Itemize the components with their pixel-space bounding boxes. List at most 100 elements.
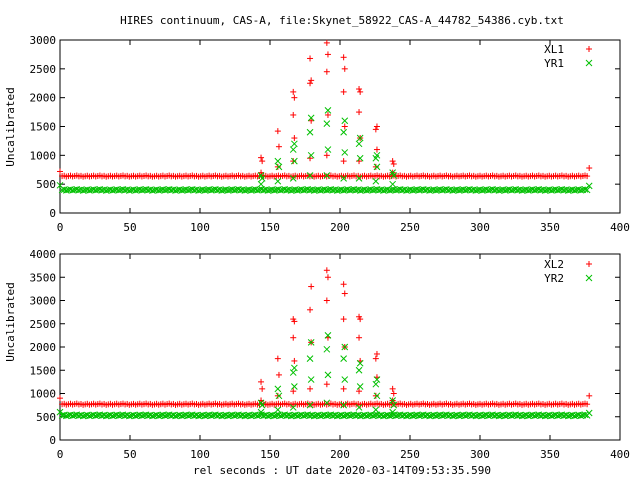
data-point [369, 186, 377, 194]
x-tick-label: 200 [330, 448, 350, 461]
data-point [324, 51, 331, 58]
series-xl1 [57, 39, 593, 180]
data-point [258, 169, 265, 176]
data-point [531, 412, 538, 420]
data-point [586, 392, 593, 399]
data-point [390, 390, 397, 397]
data-point [257, 408, 265, 416]
data-point [426, 187, 433, 194]
y-tick-label: 2000 [30, 92, 57, 105]
y-tick-label: 1000 [30, 149, 57, 162]
data-point [184, 186, 192, 194]
data-point [449, 412, 457, 420]
data-point [307, 114, 315, 122]
data-point [259, 385, 266, 392]
data-point [356, 109, 363, 116]
data-point [308, 283, 315, 290]
chart-panel-top: Uncalibrated XL1 YR1 0 50 100 150 200 250 300 3… [4, 34, 630, 234]
data-point [102, 187, 110, 194]
data-point [207, 186, 215, 194]
data-point [290, 158, 297, 165]
data-point [291, 357, 298, 364]
data-point [115, 412, 123, 420]
data-point [581, 186, 589, 193]
data-point [356, 359, 364, 367]
data-point [149, 187, 156, 194]
data-point [356, 86, 363, 93]
y-tick-label: 2000 [30, 341, 57, 354]
data-point [564, 187, 572, 194]
data-point [346, 186, 354, 194]
x-tick-label: 50 [123, 221, 136, 234]
data-point [290, 388, 297, 395]
data-point [172, 187, 179, 194]
data-point [356, 334, 363, 341]
data-point [195, 187, 202, 194]
data-point [291, 364, 298, 372]
x-tick-label: 250 [400, 221, 420, 234]
data-point [584, 173, 591, 180]
data-point [306, 172, 314, 179]
series-yr2 [56, 332, 593, 420]
data-point [291, 94, 298, 101]
data-point [201, 187, 209, 194]
data-point [323, 39, 330, 46]
data-point [564, 412, 572, 420]
data-point [409, 187, 417, 194]
data-point [307, 306, 314, 313]
data-point [307, 385, 314, 392]
data-point [290, 316, 297, 323]
legend-label-yr2: YR2 [544, 272, 564, 285]
data-point [340, 88, 347, 95]
data-point [241, 412, 249, 420]
data-point [264, 187, 272, 194]
data-point [541, 187, 549, 194]
data-point [340, 175, 347, 182]
x-tick-label: 400 [610, 221, 630, 234]
data-point [380, 187, 387, 194]
data-point [324, 106, 332, 114]
data-point [323, 152, 330, 159]
data-point [247, 187, 255, 194]
data-point [571, 412, 578, 420]
data-point [275, 392, 283, 400]
data-point [317, 412, 324, 420]
data-point [274, 128, 281, 135]
y-tick-label: 3500 [30, 271, 57, 284]
data-point [585, 409, 593, 417]
data-point [392, 186, 400, 194]
data-point [307, 55, 314, 62]
data-point [341, 376, 349, 383]
data-point [207, 412, 215, 420]
data-point [56, 408, 64, 416]
x-tick-label: 200 [330, 221, 350, 234]
data-point [293, 412, 301, 420]
data-point [79, 187, 87, 194]
data-point [355, 140, 363, 148]
data-point [270, 187, 278, 194]
data-point [57, 395, 63, 402]
legend-marker-yr1 [585, 59, 593, 67]
data-point [389, 180, 396, 188]
data-point [356, 134, 364, 142]
data-point [306, 355, 314, 362]
data-point [372, 392, 379, 399]
data-point [102, 412, 110, 420]
data-point [300, 412, 307, 420]
data-point [257, 399, 265, 407]
y-tick-label: 2500 [30, 63, 57, 76]
x-tick-label: 250 [400, 448, 420, 461]
data-point [277, 186, 284, 194]
data-point [548, 187, 555, 194]
data-point [79, 412, 87, 420]
data-point [586, 165, 593, 172]
data-point [357, 88, 364, 95]
data-point [138, 186, 146, 194]
data-point [224, 187, 232, 194]
data-point [508, 186, 515, 194]
data-point [287, 412, 295, 420]
y-tick-label: 0 [49, 207, 56, 220]
data-point [403, 412, 410, 420]
data-point [92, 412, 100, 420]
data-point [300, 186, 307, 194]
